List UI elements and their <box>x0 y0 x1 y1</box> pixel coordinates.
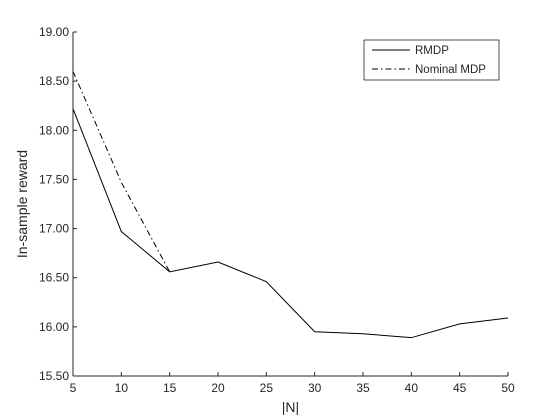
x-tick-label: 10 <box>115 381 129 395</box>
y-tick-label: 17.50 <box>39 172 69 186</box>
legend-box <box>363 39 500 81</box>
x-tick-label: 35 <box>356 381 370 395</box>
y-tick-label: 18.50 <box>39 74 69 88</box>
y-tick-label: 17.00 <box>39 222 69 236</box>
x-tick-label: 30 <box>308 381 322 395</box>
x-tick-label: 15 <box>163 381 177 395</box>
x-tick-label: 50 <box>501 381 515 395</box>
y-tick-label: 16.50 <box>39 271 69 285</box>
series-layer <box>72 71 509 339</box>
y-axis-label: In-sample reward <box>14 150 30 258</box>
y-tick-label: 16.00 <box>39 320 69 334</box>
legend: RMDP Nominal MDP <box>363 39 500 81</box>
x-axis-label: |N| <box>282 399 299 415</box>
series-line-rmdp <box>72 108 509 339</box>
x-tick-label: 40 <box>405 381 419 395</box>
ticks: 5 10 15 20 25 30 35 40 45 50 15.50 16.00 16.50 17.00 1… <box>39 25 515 395</box>
y-tick-label: 19.00 <box>39 25 69 39</box>
x-tick-label: 20 <box>211 381 225 395</box>
x-tick-label: 5 <box>70 381 77 395</box>
x-tick-label: 45 <box>453 381 467 395</box>
axes <box>72 32 508 377</box>
y-tick-label: 15.50 <box>39 369 69 383</box>
plot-background <box>73 32 508 376</box>
legend-label-rmdp: RMDP <box>415 45 449 57</box>
x-tick-label: 25 <box>260 381 274 395</box>
legend-label-nominal-mdp: Nominal MDP <box>415 64 486 76</box>
y-tick-label: 18.00 <box>39 123 69 137</box>
